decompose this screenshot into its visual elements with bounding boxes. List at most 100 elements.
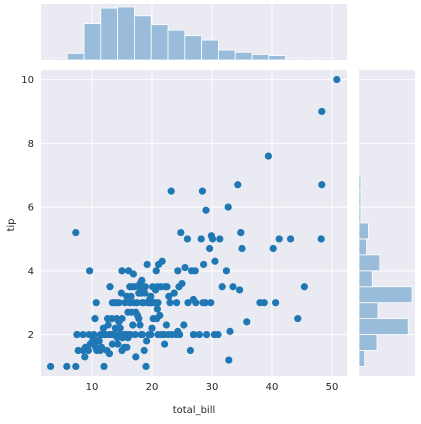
data-point (104, 315, 112, 323)
data-point (123, 343, 131, 351)
data-point (238, 244, 246, 253)
data-point (135, 315, 143, 323)
data-point (108, 340, 116, 348)
data-point (143, 260, 151, 269)
data-point (95, 337, 103, 345)
data-point (111, 299, 119, 307)
data-point (318, 181, 326, 189)
data-point (161, 340, 169, 348)
right-hist-bar (358, 222, 369, 240)
data-point (229, 283, 237, 291)
data-point (81, 353, 89, 361)
right-hist-bar (358, 206, 362, 224)
data-point (117, 289, 125, 297)
data-point (269, 244, 277, 253)
data-point (237, 228, 245, 237)
data-point (317, 235, 325, 243)
data-point (272, 299, 280, 307)
data-point (192, 299, 200, 307)
data-point (86, 267, 94, 275)
right-hist-bar (358, 254, 381, 272)
data-point (184, 299, 192, 307)
data-point (98, 343, 106, 351)
data-point (170, 289, 178, 297)
data-point (138, 276, 146, 284)
x-tick-label: 10 (86, 382, 99, 393)
top-hist-bar (117, 6, 135, 61)
data-point (128, 308, 136, 316)
right-hist-bar (358, 238, 367, 256)
top-hist-bar (268, 55, 287, 61)
data-point (141, 289, 149, 297)
data-point (202, 206, 210, 214)
data-point (100, 362, 108, 371)
top-hist-bar (218, 49, 236, 61)
x-axis-label: total_bill (173, 405, 216, 416)
data-point (181, 264, 189, 272)
data-point (222, 267, 230, 275)
right-histogram (358, 70, 415, 376)
x-tick-label: 40 (266, 382, 279, 393)
data-point (174, 327, 182, 335)
right-hist-bar (358, 190, 362, 208)
data-point (141, 283, 149, 291)
data-point (127, 292, 135, 300)
right-hist-bar (358, 318, 409, 335)
data-point (209, 235, 217, 243)
top-hist-bar (83, 23, 102, 61)
data-point (91, 315, 99, 323)
data-point (167, 187, 175, 195)
data-point (143, 337, 151, 345)
data-point (195, 330, 203, 339)
data-point (105, 350, 113, 358)
data-point (166, 299, 174, 307)
top-hist-bar (302, 58, 320, 61)
data-point (154, 299, 162, 307)
data-point (79, 330, 87, 339)
data-point (47, 362, 55, 371)
right-hist-bar (358, 302, 379, 320)
top-hist-bar (134, 15, 152, 61)
data-point (118, 267, 126, 275)
top-histogram (41, 4, 347, 61)
data-point (207, 299, 215, 307)
data-point (300, 283, 308, 291)
data-point (129, 321, 137, 329)
data-point (147, 330, 155, 339)
data-point (125, 267, 133, 275)
top-hist-bar (150, 24, 169, 61)
data-point (98, 330, 106, 339)
y-tick-label: 8 (28, 139, 34, 150)
right-hist-bar (358, 350, 366, 367)
data-point (158, 257, 166, 265)
data-point (318, 107, 326, 116)
data-point (243, 318, 251, 326)
right-hist-bar (358, 174, 362, 192)
top-hist-bar (184, 35, 203, 61)
data-point (236, 286, 244, 294)
data-point (136, 321, 144, 329)
data-point (294, 315, 302, 323)
data-point (214, 330, 222, 339)
data-point (162, 321, 170, 329)
data-point (163, 283, 171, 291)
data-point (173, 299, 181, 307)
data-point (197, 235, 205, 243)
data-point (140, 346, 148, 355)
data-point (333, 75, 341, 84)
x-tick-label: 30 (206, 382, 219, 393)
data-point (264, 152, 272, 160)
data-point (224, 203, 232, 211)
top-hist-bar (66, 52, 85, 61)
top-hist-bar (201, 39, 219, 61)
data-point (84, 346, 92, 355)
top-hist-bar (50, 58, 68, 61)
data-point (287, 235, 295, 243)
scatter-background (41, 70, 347, 376)
data-point (189, 330, 197, 339)
data-point (133, 299, 141, 307)
data-point (180, 321, 188, 329)
data-point (152, 267, 160, 275)
data-point (186, 346, 194, 355)
